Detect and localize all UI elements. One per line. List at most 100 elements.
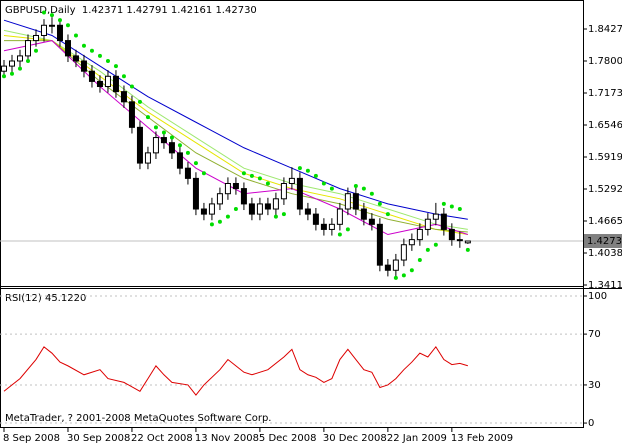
candle-body	[120, 91, 127, 103]
sar-dot	[313, 173, 318, 178]
candle-body	[144, 152, 151, 164]
sar-dot	[297, 166, 302, 171]
sar-dot	[25, 59, 30, 64]
candle-body	[48, 24, 55, 27]
candle-body	[400, 244, 407, 261]
candle-body	[104, 75, 111, 88]
candle-body	[368, 218, 375, 225]
sar-dot	[137, 99, 142, 104]
sar-dot	[73, 33, 78, 38]
footer: MetaTrader, ? 2001-2008 MetaQuotes Softw…	[5, 413, 271, 424]
y-tick-label: 1.34110	[588, 280, 622, 291]
candle-body	[424, 218, 431, 230]
plot-frame	[0, 0, 584, 428]
sar-dot	[41, 10, 46, 15]
rsi-title: RSI(12) 45.1220	[5, 293, 86, 304]
candle-body	[432, 213, 439, 220]
rsi-line	[3, 345, 468, 396]
sar-dot	[233, 207, 238, 212]
sar-dot	[129, 84, 134, 89]
x-tick-label: 13 Nov 2008	[195, 433, 259, 444]
sar-dot	[449, 204, 454, 209]
candle-body	[88, 70, 95, 82]
y-tick-label: 1.71730	[588, 88, 622, 99]
x-tick-label: 22 Oct 2008	[131, 433, 193, 444]
sar-dot	[393, 275, 398, 280]
sar-dot	[49, 13, 54, 18]
sar-dot	[153, 125, 158, 130]
sar-dot	[249, 173, 254, 178]
candle-body	[256, 203, 263, 215]
candle-body	[320, 223, 327, 230]
candle-body	[464, 240, 471, 244]
sar-dot	[385, 212, 390, 217]
sar-dot	[89, 48, 94, 53]
candle-body	[456, 239, 463, 242]
candle-body	[112, 75, 119, 93]
y-tick-label: 1.40380	[588, 248, 622, 259]
sar-dot	[425, 247, 430, 252]
candle-body	[408, 239, 415, 246]
candle-body	[136, 126, 143, 164]
chart-title: GBPUSD,Daily 1.42371 1.42791 1.42161 1.4…	[5, 5, 257, 16]
sar-dot	[209, 222, 214, 227]
candle-body	[128, 101, 135, 128]
sar-dot	[113, 64, 118, 69]
sar-dot	[57, 18, 62, 23]
sar-dot	[329, 186, 334, 191]
candle-body	[376, 223, 383, 266]
sar-dot	[145, 115, 150, 120]
sar-dot	[33, 48, 38, 53]
sar-dot	[401, 273, 406, 278]
candle-body	[232, 182, 239, 190]
sar-dot	[409, 268, 414, 273]
sar-dot	[417, 258, 422, 263]
sar-dot	[377, 201, 382, 206]
candle-body	[392, 259, 399, 271]
sar-dot	[265, 181, 270, 186]
candle-body	[360, 208, 367, 220]
candle-body	[416, 228, 423, 241]
candle-body	[184, 167, 191, 179]
x-tick-label: 30 Sep 2008	[67, 433, 130, 444]
sar-dot	[65, 23, 70, 28]
sar-dot	[193, 161, 198, 166]
y-tick-label: 1.59190	[588, 152, 622, 163]
sar-dot	[169, 135, 174, 140]
sar-dot	[105, 59, 110, 64]
sar-dot	[17, 66, 22, 71]
sar-dot	[441, 201, 446, 206]
sar-dot	[121, 74, 126, 79]
candle-body	[168, 142, 175, 154]
candle-body	[216, 193, 223, 205]
candle-body	[160, 137, 167, 144]
sar-dot	[81, 43, 86, 48]
candle-body	[8, 60, 15, 67]
x-tick-label: 22 Jan 2009	[387, 433, 447, 444]
candle-body	[0, 65, 7, 72]
sar-dot	[97, 53, 102, 58]
sar-dot	[257, 176, 262, 181]
sar-dot	[161, 130, 166, 135]
y-tick-label: 1.65460	[588, 120, 622, 131]
sar-dot	[465, 247, 470, 252]
sar-dot	[225, 214, 230, 219]
sar-dot	[201, 171, 206, 176]
candle-body	[56, 24, 63, 42]
y-tick-label: 1.78000	[588, 56, 622, 67]
candle-body	[32, 34, 39, 42]
x-tick-label: 30 Dec 2008	[323, 433, 387, 444]
candle-body	[24, 40, 31, 57]
candle-body	[224, 182, 231, 195]
candle-body	[264, 203, 271, 210]
candle-body	[440, 213, 447, 230]
sar-dot	[281, 212, 286, 217]
candle-body	[152, 137, 159, 154]
candle-body	[328, 223, 335, 230]
candle-body	[304, 208, 311, 215]
y-tick-label: 1.84270	[588, 24, 622, 35]
y-tick-label: 0	[588, 418, 594, 429]
x-tick-label: 13 Feb 2009	[451, 433, 513, 444]
sar-dot	[369, 191, 374, 196]
